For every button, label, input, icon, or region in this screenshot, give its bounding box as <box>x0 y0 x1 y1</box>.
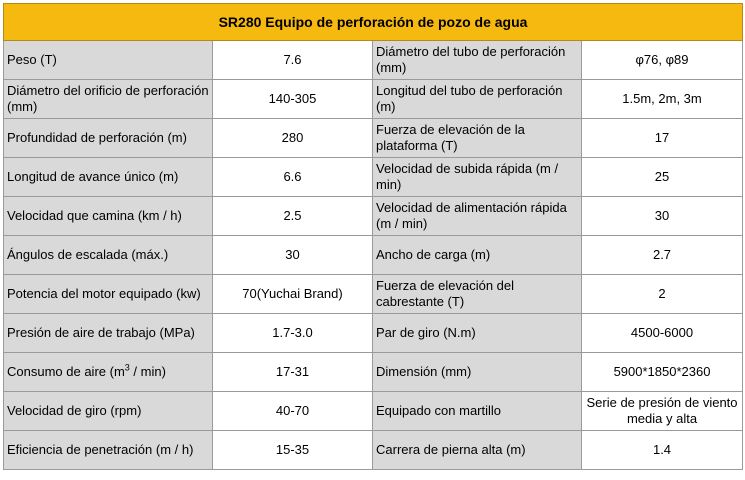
table-row: Presión de aire de trabajo (MPa) 1.7-3.0… <box>3 313 744 353</box>
spec-value: 2.7 <box>580 235 744 275</box>
table-row: Eficiencia de penetración (m / h) 15-35 … <box>3 430 744 470</box>
title-row: SR280 Equipo de perforación de pozo de a… <box>2 3 744 41</box>
spec-label: Potencia del motor equipado (kw) <box>3 274 213 314</box>
spec-label: Equipado con martillo <box>372 391 582 431</box>
spec-value: 4500-6000 <box>580 313 744 353</box>
table-row: Velocidad que camina (km / h) 2.5 Veloci… <box>3 196 744 236</box>
spec-table: SR280 Equipo de perforación de pozo de a… <box>2 3 744 470</box>
table-row: Velocidad de giro (rpm) 40-70 Equipado c… <box>3 391 744 431</box>
spec-value: 1.5m, 2m, 3m <box>580 79 744 119</box>
spec-value: 2 <box>580 274 744 314</box>
table-row: Peso (T) 7.6 Diámetro del tubo de perfor… <box>3 40 744 80</box>
spec-label: Ancho de carga (m) <box>372 235 582 275</box>
spec-label: Par de giro (N.m) <box>372 313 582 353</box>
spec-value: Serie de presión de viento media y alta <box>580 391 744 431</box>
table-title: SR280 Equipo de perforación de pozo de a… <box>2 3 744 41</box>
label-prefix: Consumo de aire (m <box>7 364 125 379</box>
table-row: Diámetro del orificio de perforación (mm… <box>3 79 744 119</box>
spec-value: 30 <box>212 235 373 275</box>
table-row: Longitud de avance único (m) 6.6 Velocid… <box>3 157 744 197</box>
spec-value: 1.4 <box>580 430 744 470</box>
spec-label: Velocidad de subida rápida (m / min) <box>372 157 582 197</box>
spec-value: 280 <box>212 118 373 158</box>
table-row: Ángulos de escalada (máx.) 30 Ancho de c… <box>3 235 744 275</box>
spec-value: 1.7-3.0 <box>212 313 373 353</box>
table-row: Consumo de aire (m3 / min) 17-31 Dimensi… <box>3 352 744 392</box>
spec-label: Eficiencia de penetración (m / h) <box>3 430 213 470</box>
spec-label: Velocidad que camina (km / h) <box>3 196 213 236</box>
spec-label: Longitud del tubo de perforación (m) <box>372 79 582 119</box>
spec-value: 40-70 <box>212 391 373 431</box>
spec-label: Velocidad de alimentación rápida (m / mi… <box>372 196 582 236</box>
spec-value: 70(Yuchai Brand) <box>212 274 373 314</box>
spec-label: Dimensión (mm) <box>372 352 582 392</box>
spec-label: Peso (T) <box>3 40 213 80</box>
spec-label: Presión de aire de trabajo (MPa) <box>3 313 213 353</box>
spec-label: Consumo de aire (m3 / min) <box>3 352 213 392</box>
label-suffix: / min) <box>129 364 166 379</box>
spec-label: Diámetro del tubo de perforación (mm) <box>372 40 582 80</box>
spec-label: Diámetro del orificio de perforación (mm… <box>3 79 213 119</box>
spec-value: 17 <box>580 118 744 158</box>
spec-label: Profundidad de perforación (m) <box>3 118 213 158</box>
table-row: Profundidad de perforación (m) 280 Fuerz… <box>3 118 744 158</box>
spec-value: 25 <box>580 157 744 197</box>
spec-label: Longitud de avance único (m) <box>3 157 213 197</box>
spec-label: Ángulos de escalada (máx.) <box>3 235 213 275</box>
label-superscript: 3 <box>124 362 130 373</box>
spec-value: 30 <box>580 196 744 236</box>
spec-value: φ76, φ89 <box>580 40 744 80</box>
spec-value: 6.6 <box>212 157 373 197</box>
spec-label: Carrera de pierna alta (m) <box>372 430 582 470</box>
spec-value: 17-31 <box>212 352 373 392</box>
spec-label: Fuerza de elevación de la plataforma (T) <box>372 118 582 158</box>
spec-label: Velocidad de giro (rpm) <box>3 391 213 431</box>
table-row: Potencia del motor equipado (kw) 70(Yuch… <box>3 274 744 314</box>
spec-value: 5900*1850*2360 <box>580 352 744 392</box>
spec-value: 2.5 <box>212 196 373 236</box>
spec-value: 7.6 <box>212 40 373 80</box>
spec-value: 140-305 <box>212 79 373 119</box>
spec-label: Fuerza de elevación del cabrestante (T) <box>372 274 582 314</box>
spec-value: 15-35 <box>212 430 373 470</box>
